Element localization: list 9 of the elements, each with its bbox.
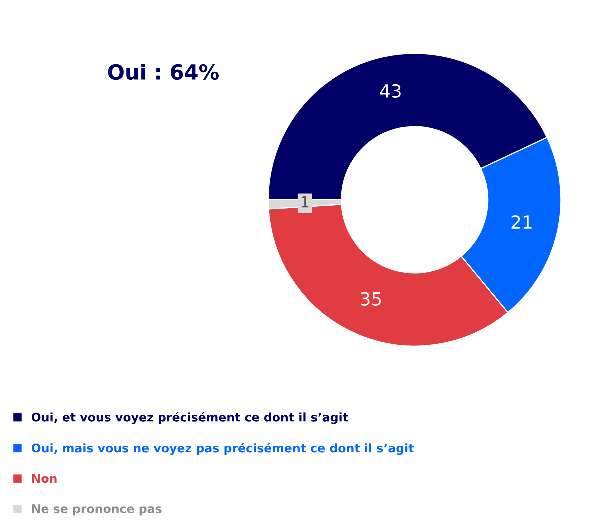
data-label: 1: [302, 196, 309, 208]
data-label: 35: [361, 292, 382, 306]
data-label: 21: [512, 215, 532, 229]
text: Oui : 64%: [108, 64, 220, 80]
legend-label: Ne se prononce pas: [32, 504, 162, 516]
legend-label: Oui, et vous voyez précisément ce dont il s’agit: [32, 412, 348, 424]
data-label: 43: [380, 84, 401, 98]
legend-label: Oui, mais vous ne voyez pas précisément ce dont il s’agit: [32, 443, 414, 456]
legend-label: Non: [32, 474, 57, 484]
